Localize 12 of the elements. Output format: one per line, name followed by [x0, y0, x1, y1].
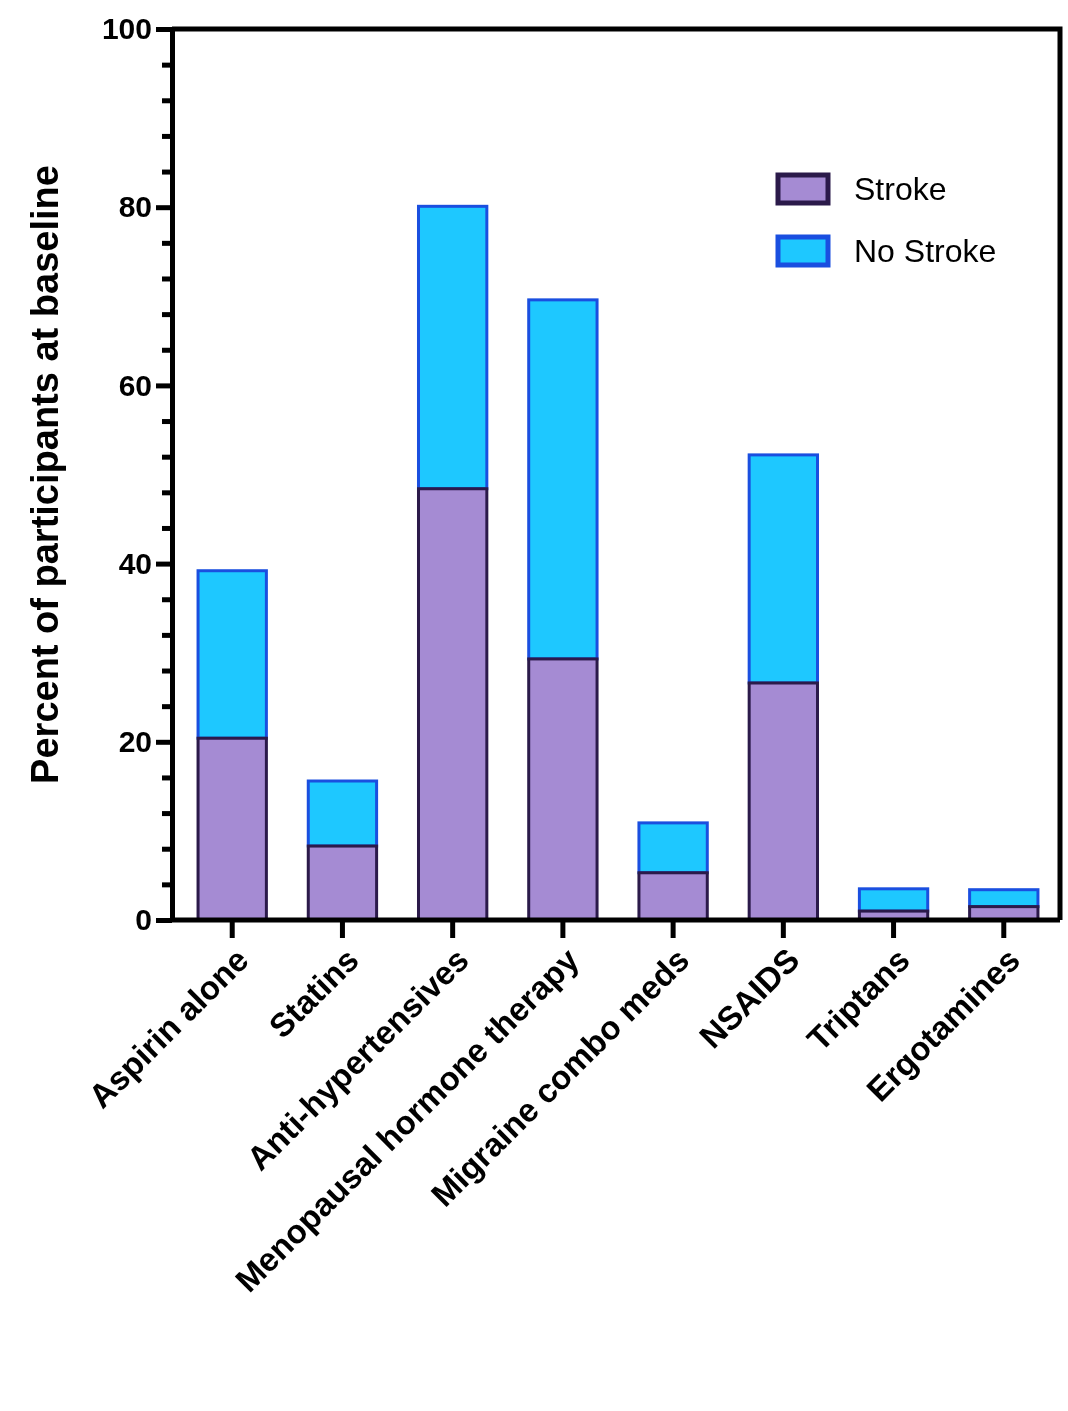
- bar: [196, 569, 268, 740]
- y-tick-label: 20: [118, 724, 152, 758]
- bar: [857, 887, 930, 913]
- y-tick-label: 60: [118, 368, 152, 402]
- y-tick-label: 40: [118, 546, 152, 580]
- legend-label: Stroke: [854, 171, 947, 208]
- y-axis-title: Percent of participants at baseline: [24, 165, 66, 784]
- bar: [306, 779, 379, 848]
- y-tick-label: 100: [101, 12, 152, 46]
- y-tick-label: 0: [135, 903, 152, 937]
- legend-label: No Stroke: [854, 233, 997, 270]
- y-tick-label: 80: [118, 190, 152, 224]
